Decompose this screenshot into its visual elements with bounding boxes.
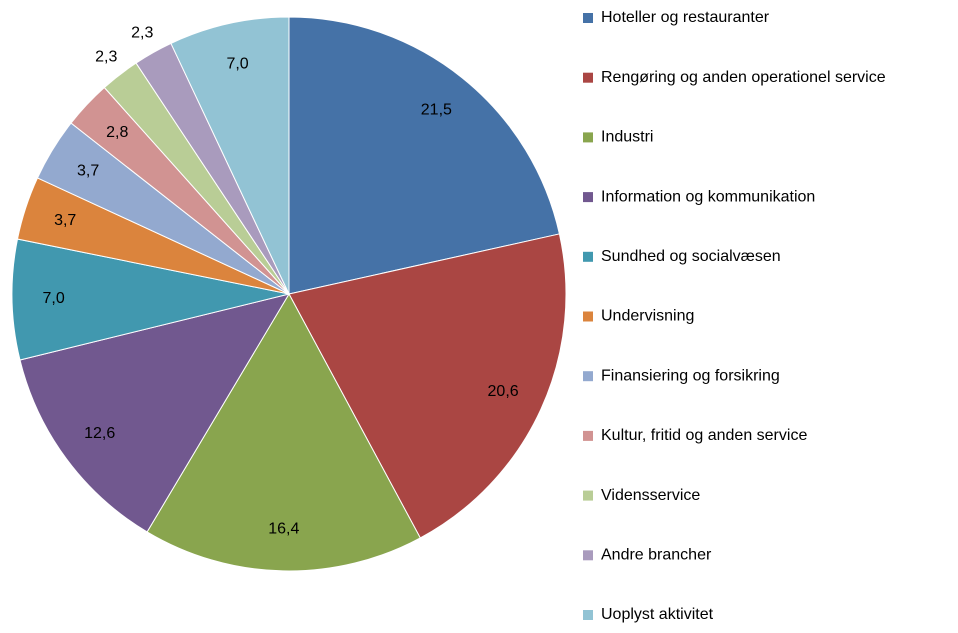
legend-swatch: [583, 610, 593, 620]
legend-label: Sundhed og socialvæsen: [601, 248, 781, 265]
legend-swatch: [583, 311, 593, 322]
data-label: 2,3: [95, 48, 117, 65]
pie-slice: [11, 238, 290, 361]
legend-swatch: [583, 192, 593, 203]
legend-label: Hoteller og restauranter: [601, 9, 770, 26]
legend-swatch: [583, 72, 593, 83]
data-label: 7,0: [226, 55, 248, 72]
data-label: 7,0: [42, 290, 64, 307]
legend-swatch: [583, 251, 593, 262]
pie-slice: [146, 292, 421, 572]
pie-slice: [288, 16, 561, 295]
legend-label: Undervisning: [601, 308, 694, 325]
legend-label: Rengøring og anden operationel service: [601, 69, 886, 86]
pie-slice: [288, 233, 567, 539]
data-label: 2,8: [106, 124, 128, 141]
legend-swatch: [583, 490, 593, 501]
legend-label: Finansiering og forsikring: [601, 367, 780, 384]
data-label: 2,3: [131, 25, 153, 42]
data-label: 3,7: [54, 212, 76, 229]
legend-label: Uoplyst aktivitet: [601, 606, 714, 623]
legend-swatch: [583, 371, 593, 382]
legend-label: Andre brancher: [601, 547, 712, 564]
legend-label: Kultur, fritid og anden service: [601, 427, 807, 444]
pie-slice: [170, 16, 290, 295]
data-label: 16,4: [268, 521, 299, 538]
legend-swatch: [583, 13, 593, 23]
legend-label: Industri: [601, 129, 653, 146]
legend-swatch: [583, 430, 593, 441]
legend-swatch: [583, 132, 593, 143]
legend-swatch: [583, 550, 593, 561]
pie-slice: [19, 293, 291, 533]
data-label: 3,7: [77, 162, 99, 179]
legend-label: Vidensservice: [601, 487, 700, 504]
data-label: 20,6: [488, 383, 519, 400]
data-label: 12,6: [84, 425, 115, 442]
data-label: 21,5: [421, 102, 452, 119]
legend-label: Information og kommunikation: [601, 188, 815, 205]
